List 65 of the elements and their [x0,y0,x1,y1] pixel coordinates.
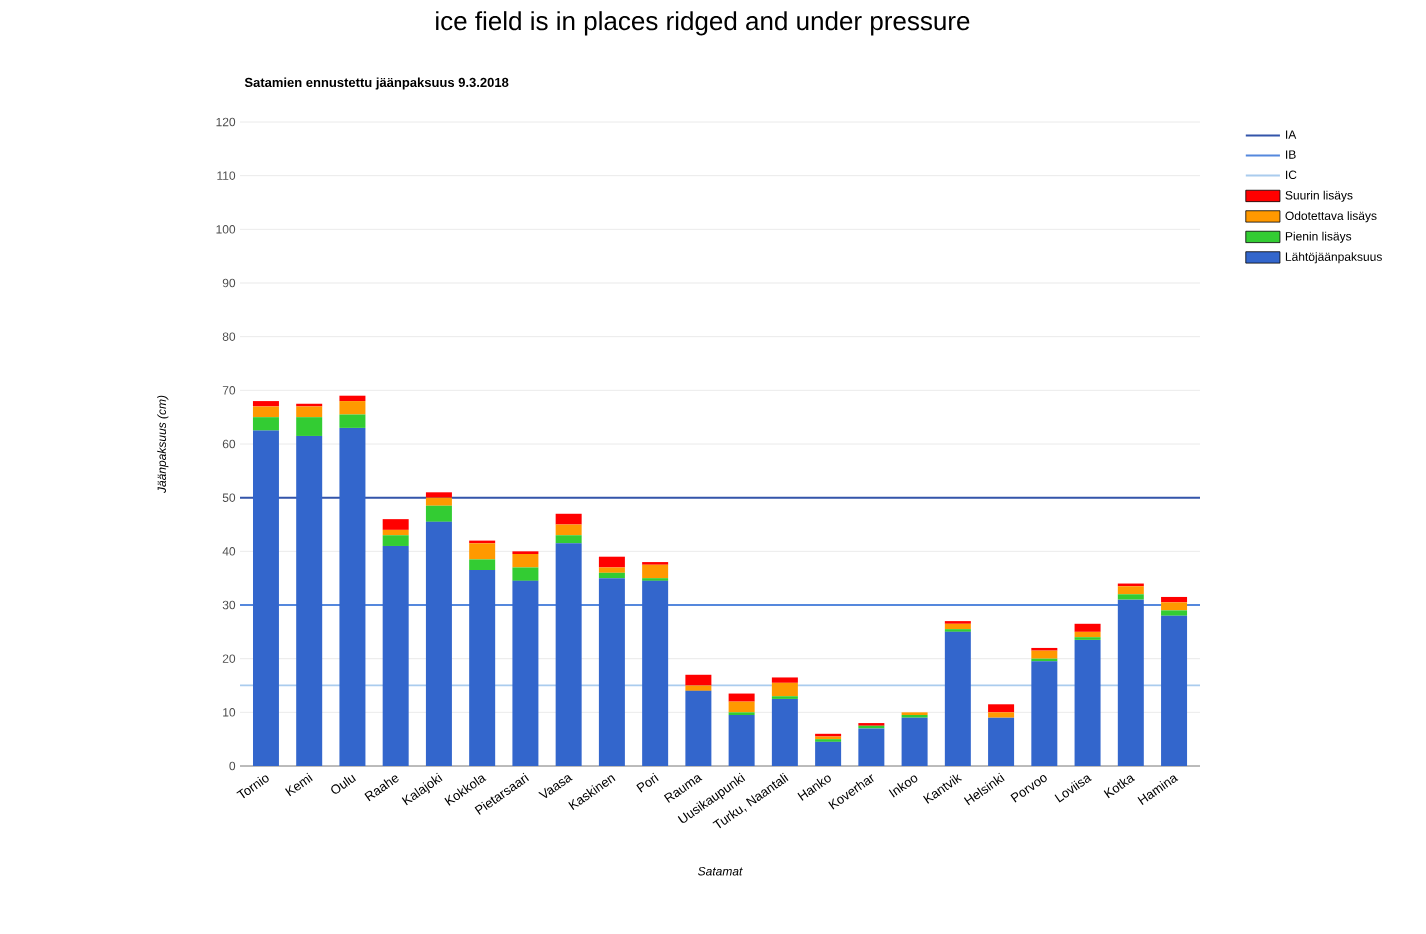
bar [944,631,971,766]
bar [296,435,323,766]
bar [771,682,798,697]
bar [555,535,582,544]
bar [382,529,409,536]
bar [382,519,409,530]
bar [1117,594,1144,600]
bar [1161,615,1188,766]
bar [1117,586,1144,595]
bar [339,414,366,428]
bar [642,580,669,766]
bar [944,623,971,630]
bar [901,717,928,766]
bar [425,497,452,506]
bar [1161,596,1188,603]
bar [425,492,452,498]
bar [555,543,582,766]
bar [771,677,798,683]
bar [339,401,366,415]
bar [469,570,496,766]
bar [512,580,539,766]
bar [252,417,279,431]
bar [685,685,712,691]
bar [988,712,1015,718]
bar [252,430,279,766]
bar [1074,623,1101,632]
bar [815,741,842,766]
bar [425,505,452,522]
bar [252,401,279,407]
text: ice field is in places ridged and under pressure [436,11,970,36]
bar [988,717,1015,766]
bar [555,524,582,536]
bar [1117,599,1144,766]
bar [555,513,582,525]
bar [296,406,323,418]
bar [1074,639,1101,766]
bar [598,572,625,579]
bar [512,567,539,581]
bar [771,698,798,766]
bar [382,545,409,766]
bar [858,728,885,766]
bar [469,559,496,571]
bar [1074,631,1101,638]
bar [339,427,366,766]
bar [469,543,496,560]
bar [598,578,625,766]
bar [598,567,625,573]
bar [728,715,755,766]
bar [728,701,755,713]
bar [296,417,323,436]
bar [1161,610,1188,616]
bar [642,564,669,579]
bar [988,704,1015,713]
bar [339,395,366,402]
bar [685,690,712,766]
bar [382,535,409,546]
bar [685,674,712,686]
bar [252,406,279,418]
bar [425,521,452,766]
bar [598,556,625,568]
bar [512,554,539,568]
bar [728,693,755,702]
bar [1031,650,1058,659]
bar [1031,661,1058,766]
bar [1161,602,1188,611]
